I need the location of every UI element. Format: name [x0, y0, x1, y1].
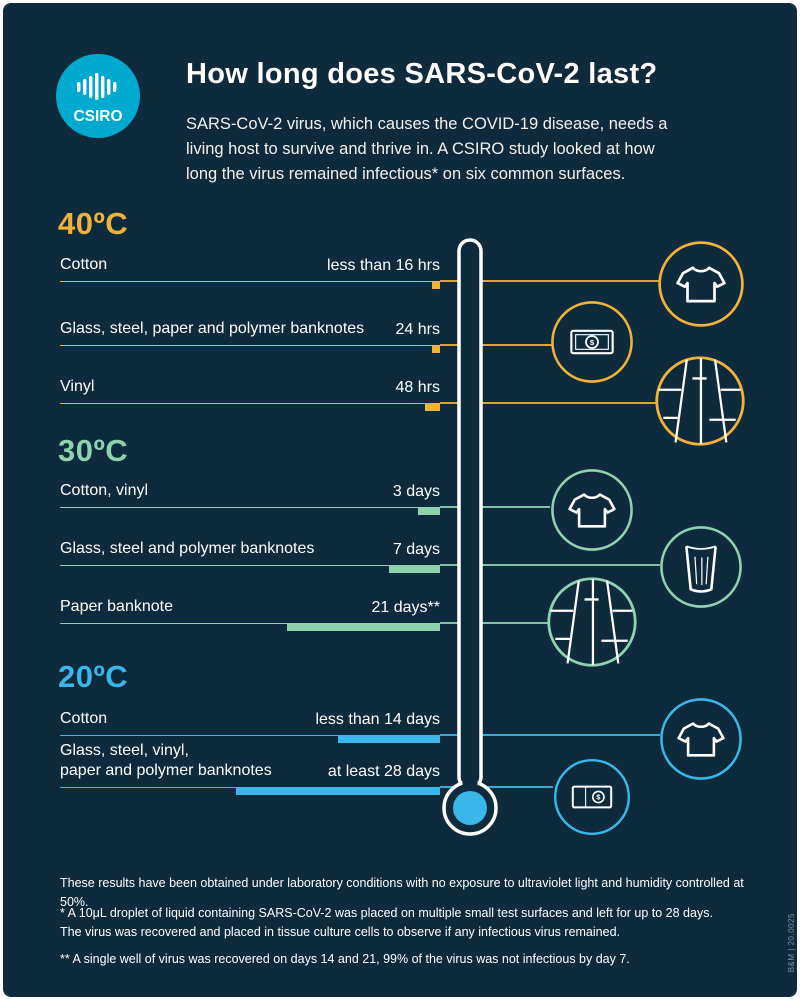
surface-row-cotton-40: Cotton less than 16 hrs [60, 253, 440, 289]
csiro-logo-mark: CSIRO [56, 54, 140, 138]
duration-value: 3 days [392, 483, 440, 500]
connector-line [440, 506, 550, 508]
glass-icon [658, 524, 744, 610]
banknote-icon: $ [552, 757, 632, 837]
surface-label: Cotton, vinyl [60, 482, 149, 499]
footnote-conditions: These results have been obtained under l… [60, 876, 744, 909]
duration-value: 48 hrs [395, 379, 440, 396]
surface-row-cotton-vinyl-30: Cotton, vinyl 3 days [60, 479, 440, 515]
duration-value: 21 days** [371, 599, 441, 616]
surface-label: Glass, steel and polymer banknotes [60, 540, 315, 557]
tshirt-icon [656, 239, 746, 329]
csiro-logo-text: CSIRO [73, 108, 122, 125]
duration-bar [425, 404, 440, 411]
tshirt-icon [549, 467, 635, 553]
section-heading-30c: 30ºC [58, 433, 129, 468]
surface-row-glass-20: Glass, steel, vinyl, paper and polymer b… [60, 741, 440, 795]
surface-row-vinyl-40: Vinyl 48 hrs [60, 375, 440, 411]
duration-value: less than 16 hrs [327, 257, 440, 274]
connector-line [440, 344, 552, 346]
tshirt-icon [658, 696, 744, 782]
duration-bar [235, 788, 440, 795]
footnote-double-asterisk: ** A single well of virus was recovered … [60, 952, 630, 966]
vinyl-floor-icon [653, 354, 747, 448]
intro-text: SARS-CoV-2 virus, which causes the COVID… [186, 115, 668, 183]
surface-row-paper-30: Paper banknote 21 days** [60, 595, 441, 631]
duration-value: 24 hrs [395, 321, 440, 338]
banknote-icon: $ [549, 299, 635, 385]
duration-bar [432, 346, 440, 353]
dollar-sign: $ [596, 793, 600, 802]
surface-row-cotton-20: Cotton less than 14 days [60, 707, 440, 743]
surface-label: Cotton [60, 710, 108, 727]
connector-line [440, 402, 656, 404]
duration-bar [418, 508, 440, 515]
surface-label: Glass, steel, vinyl, paper and polymer b… [60, 742, 272, 779]
document-code: B&M | 20.0025 [787, 912, 796, 972]
surface-row-glass-40: Glass, steel, paper and polymer banknote… [60, 317, 440, 353]
surface-label: Glass, steel, paper and polymer banknote… [60, 320, 365, 337]
csiro-logo: CSIRO [56, 54, 140, 138]
surface-label: Paper banknote [60, 598, 173, 615]
vinyl-floor-icon [545, 575, 639, 669]
page-title: How long does SARS-CoV-2 last? [186, 58, 658, 90]
connector-line [440, 734, 660, 736]
footnote-asterisk: * A 10μL droplet of liquid containing SA… [60, 906, 713, 939]
connector-line [440, 280, 659, 282]
section-heading-40c: 40ºC [58, 206, 129, 241]
connector-line [440, 564, 660, 566]
connector-line [440, 786, 553, 788]
surface-row-glass-30: Glass, steel and polymer banknotes 7 day… [60, 537, 440, 573]
duration-bar [388, 566, 440, 573]
section-heading-20c: 20ºC [58, 659, 129, 694]
surface-label: Vinyl [60, 378, 95, 395]
duration-value: 7 days [392, 541, 440, 558]
background-panel [3, 3, 797, 997]
surface-label: Cotton [60, 256, 108, 273]
duration-bar [432, 282, 440, 289]
connector-line [440, 622, 548, 624]
duration-value: at least 28 days [327, 763, 440, 780]
thermometer [432, 232, 508, 857]
duration-bar [337, 736, 440, 743]
duration-value: less than 14 days [315, 711, 440, 728]
duration-bar [286, 624, 440, 631]
dollar-sign: $ [590, 338, 595, 347]
